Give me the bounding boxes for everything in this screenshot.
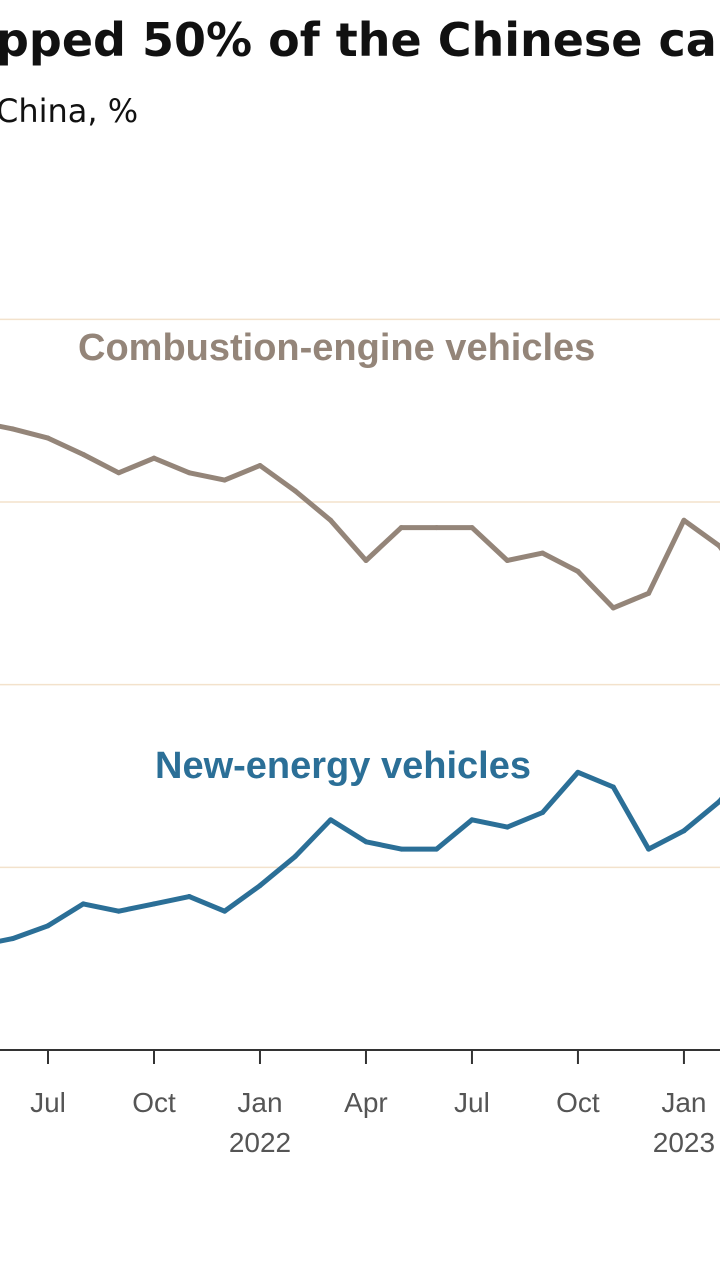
data-point bbox=[116, 470, 122, 476]
data-point bbox=[610, 605, 616, 611]
data-point bbox=[45, 435, 51, 441]
data-point bbox=[575, 769, 581, 775]
data-point bbox=[10, 426, 16, 432]
x-tick-year-label: 2022 bbox=[229, 1127, 291, 1158]
data-point bbox=[10, 936, 16, 942]
data-point bbox=[151, 455, 157, 461]
data-point bbox=[646, 590, 652, 596]
data-point bbox=[257, 883, 263, 889]
data-point bbox=[116, 908, 122, 914]
x-tick-label: Jul bbox=[454, 1087, 490, 1118]
data-point bbox=[186, 894, 192, 900]
data-point bbox=[504, 557, 510, 563]
x-tick-label: Oct bbox=[132, 1087, 176, 1118]
data-point bbox=[434, 525, 440, 531]
series-labels: Combustion-engine vehicles New-energy veh… bbox=[78, 327, 595, 787]
series-label-combustion: Combustion-engine vehicles bbox=[78, 327, 595, 369]
series-line-combustion bbox=[0, 423, 720, 611]
data-point bbox=[151, 901, 157, 907]
x-tick-label: Oct bbox=[556, 1087, 600, 1118]
data-point bbox=[681, 517, 687, 523]
data-point bbox=[469, 525, 475, 531]
data-point bbox=[80, 452, 86, 458]
x-tick-label: Jan bbox=[661, 1087, 706, 1118]
data-point bbox=[469, 817, 475, 823]
data-point bbox=[610, 784, 616, 790]
data-point bbox=[328, 517, 334, 523]
x-tick-year-label: 2023 bbox=[653, 1127, 715, 1158]
gridlines bbox=[0, 318, 720, 869]
data-point bbox=[222, 477, 228, 483]
series-label-new-energy: New-energy vehicles bbox=[155, 745, 531, 787]
chart-subtitle: China, % bbox=[0, 92, 138, 130]
data-point bbox=[186, 470, 192, 476]
series-line-new-energy bbox=[0, 769, 720, 944]
data-point bbox=[504, 824, 510, 830]
data-point bbox=[292, 488, 298, 494]
data-point bbox=[434, 846, 440, 852]
chart-title: pped 50% of the Chinese ca bbox=[0, 13, 717, 67]
data-point bbox=[646, 846, 652, 852]
data-point bbox=[716, 799, 720, 805]
data-point bbox=[540, 810, 546, 816]
data-point bbox=[398, 846, 404, 852]
data-point bbox=[80, 901, 86, 907]
data-point bbox=[45, 923, 51, 929]
data-point bbox=[716, 543, 720, 549]
data-point bbox=[540, 550, 546, 556]
data-point bbox=[222, 908, 228, 914]
data-point bbox=[575, 568, 581, 574]
data-point bbox=[257, 462, 263, 468]
x-axis-ticks: Jul Oct Jan 2022 Apr Jul Oct Jan 2023 bbox=[30, 1050, 715, 1158]
data-point bbox=[292, 853, 298, 859]
data-point bbox=[398, 525, 404, 531]
data-point bbox=[681, 828, 687, 834]
data-point bbox=[363, 557, 369, 563]
data-point bbox=[328, 817, 334, 823]
series-lines bbox=[0, 423, 720, 944]
data-point bbox=[363, 839, 369, 845]
x-tick-label: Jan bbox=[237, 1087, 282, 1118]
x-tick-label: Apr bbox=[344, 1087, 388, 1118]
x-tick-label: Jul bbox=[30, 1087, 66, 1118]
